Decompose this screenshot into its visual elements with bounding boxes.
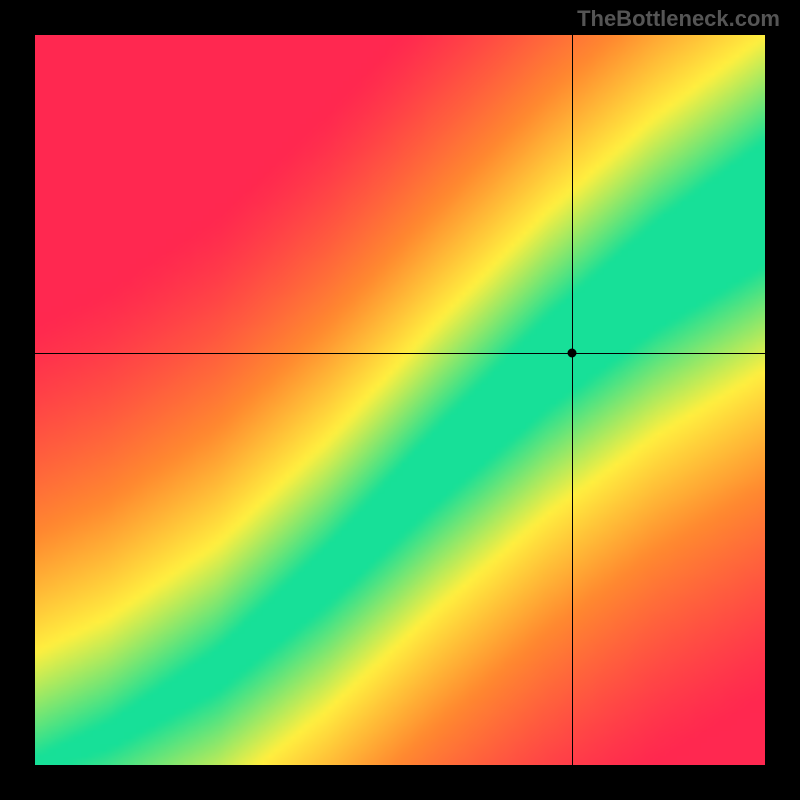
crosshair-vertical [572, 35, 573, 765]
watermark-text: TheBottleneck.com [577, 6, 780, 32]
plot-area [35, 35, 765, 765]
crosshair-marker [567, 348, 576, 357]
heatmap-canvas [35, 35, 765, 765]
crosshair-horizontal [35, 353, 765, 354]
